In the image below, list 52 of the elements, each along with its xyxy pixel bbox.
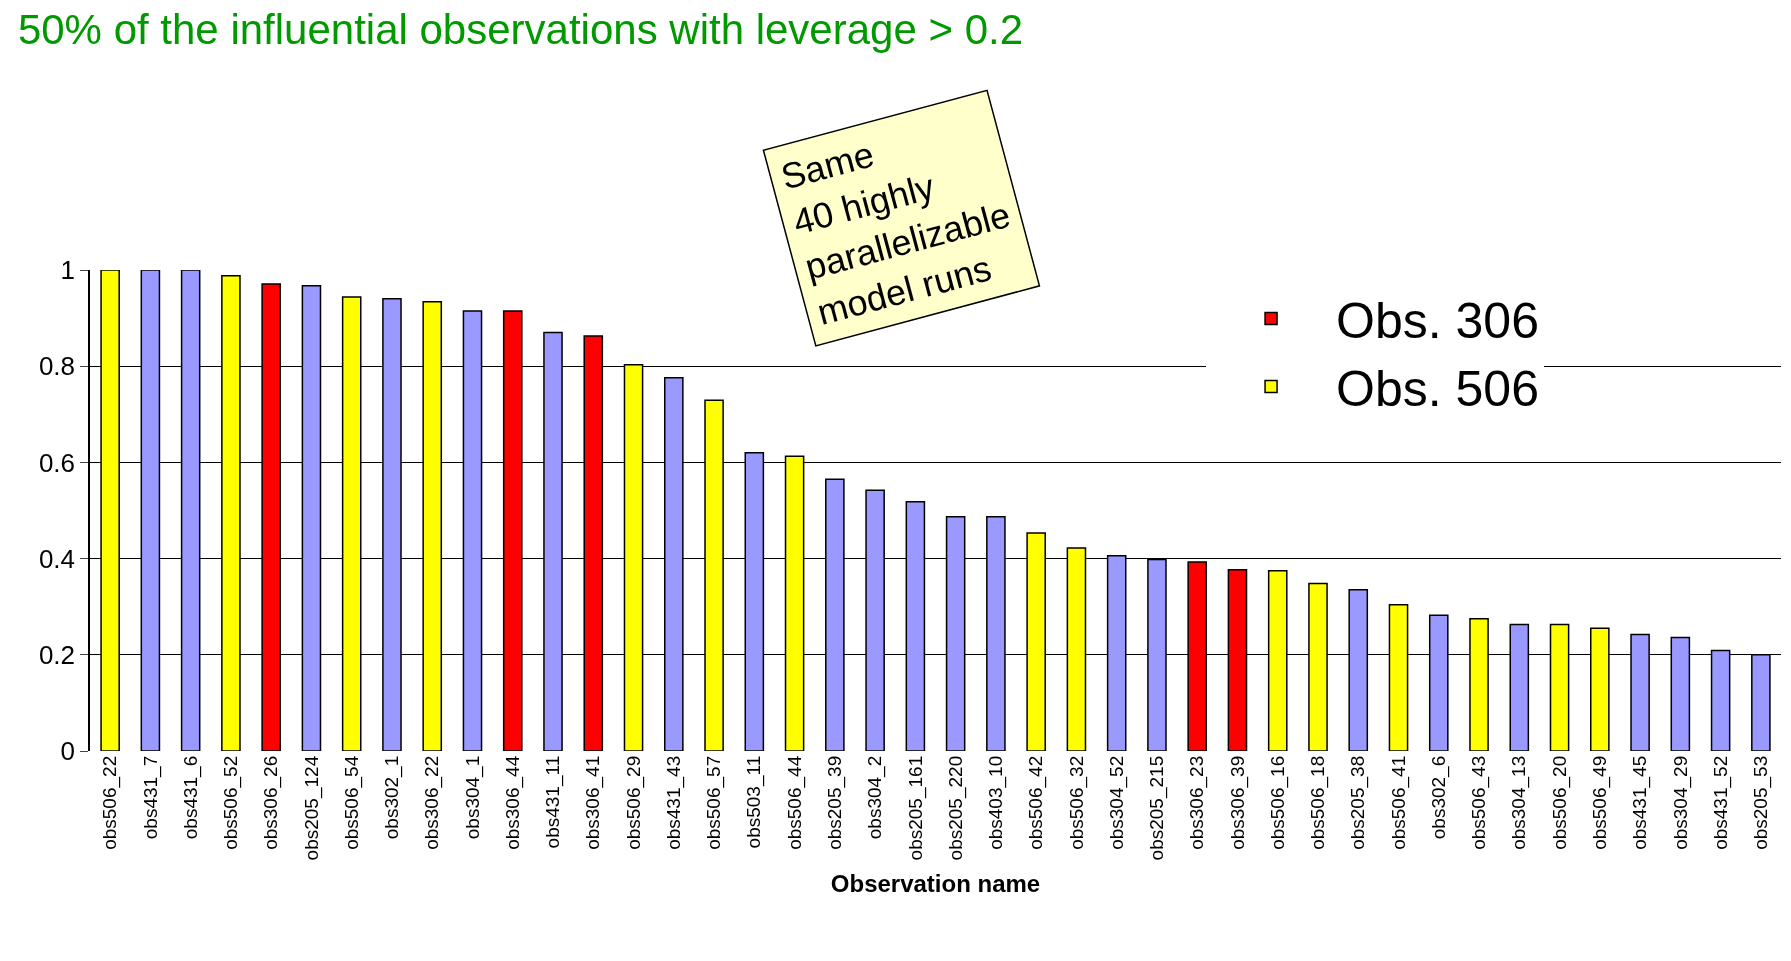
x-tick-label: obs506_44 [783, 755, 806, 850]
x-tick-label: obs302_1 [381, 755, 404, 840]
x-tick-label: obs403_10 [985, 755, 1008, 850]
x-tick-label: obs506_54 [340, 755, 363, 850]
x-tick-label: obs205_39 [824, 755, 847, 850]
x-tick-label: obs304_1 [461, 755, 484, 840]
x-tick-label: obs205_124 [300, 755, 323, 861]
x-tick-label: obs431_11 [542, 755, 565, 849]
y-tick-label: 0.6 [38, 447, 76, 478]
x-tick-label: obs506_32 [1065, 755, 1088, 850]
x-tick-label: obs506_49 [1588, 755, 1611, 850]
x-tick-label: obs503_11 [743, 755, 766, 849]
x-tick-label: obs431_45 [1629, 755, 1652, 850]
x-tick-label: obs431_6 [179, 755, 202, 840]
x-tick-label: obs205_38 [1347, 755, 1370, 850]
x-tick-label: obs306_39 [1226, 755, 1249, 850]
x-tick-label: obs304_13 [1508, 755, 1531, 850]
x-tick-label: obs304_2 [864, 755, 887, 840]
x-tick-label: obs205_53 [1750, 755, 1773, 850]
x-tick-label: obs304_29 [1669, 755, 1692, 850]
y-tick-label: 0 [60, 736, 76, 767]
x-tick-label: obs506_20 [1548, 755, 1571, 850]
x-tick-label: obs306_41 [582, 755, 605, 850]
chart-title: 50% of the influential observations with leverage > 0.2 [17, 5, 1024, 53]
x-axis-title: Observation name [830, 869, 1041, 897]
y-tick-label: 0.8 [38, 351, 76, 382]
x-tick-label: obs205_215 [1146, 755, 1169, 861]
x-tick-label: obs506_16 [1266, 755, 1289, 850]
x-tick-label: obs205_220 [944, 755, 967, 861]
x-tick-label: obs506_52 [220, 755, 243, 850]
y-tick-label: 1 [60, 255, 76, 286]
x-tick-label: obs431_52 [1709, 755, 1732, 850]
legend-label: Obs. 306 [1336, 293, 1539, 350]
y-tick-label: 0.2 [38, 639, 76, 670]
x-tick-label: obs506_18 [1307, 755, 1330, 850]
x-tick-label: obs506_29 [622, 755, 645, 850]
x-tick-label: obs506_57 [703, 755, 726, 850]
x-tick-label: obs306_22 [421, 755, 444, 850]
x-tick-label: obs306_44 [501, 755, 524, 850]
x-tick-label: obs306_26 [260, 755, 283, 850]
x-tick-label: obs431_43 [662, 755, 685, 850]
x-tick-label: obs306_23 [1186, 755, 1209, 850]
x-tick-label: obs506_41 [1387, 755, 1410, 850]
y-tick-label: 0.4 [38, 543, 76, 574]
x-tick-label: obs506_22 [99, 755, 122, 850]
x-tick-label: obs506_42 [1025, 755, 1048, 850]
x-tick-label: obs304_52 [1105, 755, 1128, 850]
legend-label: Obs. 506 [1336, 361, 1539, 418]
x-tick-label: obs302_6 [1427, 755, 1450, 840]
x-tick-label: obs205_161 [904, 755, 927, 861]
x-tick-label: obs506_43 [1468, 755, 1491, 850]
x-tick-label: obs431_7 [139, 755, 162, 840]
